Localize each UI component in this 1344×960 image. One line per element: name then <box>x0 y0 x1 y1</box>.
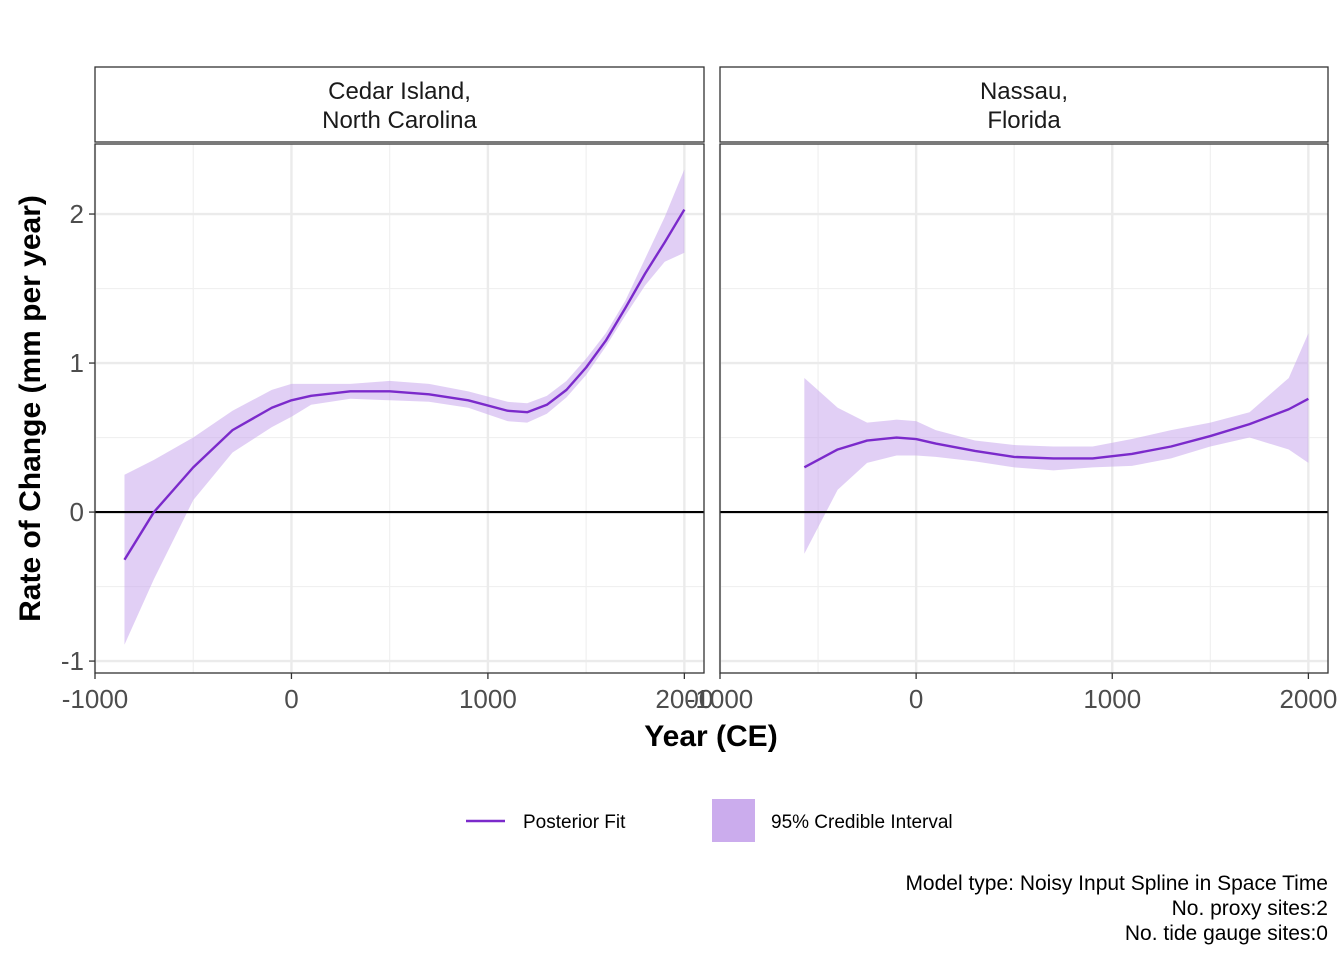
posterior-fit-line <box>803 397 1309 469</box>
panel-strip <box>719 66 1329 143</box>
y-tick-label: 0 <box>70 497 84 527</box>
legend: Posterior Fit 95% Credible Interval <box>466 799 953 842</box>
panel-title-line: North Carolina <box>322 107 477 134</box>
panel-title-line: Nassau, <box>980 78 1068 105</box>
panel-title-line: Cedar Island, <box>328 78 471 105</box>
x-tick-label: -1000 <box>687 684 754 714</box>
caption-line: No. proxy sites:2 <box>1172 897 1328 920</box>
panel-2: Nassau,Florida -1000 0 1000 2000 <box>687 66 1337 714</box>
panel-strip <box>94 66 705 143</box>
x-tick-label: 2000 <box>655 684 713 714</box>
panel-border <box>94 143 705 674</box>
posterior-fit-line <box>123 208 686 561</box>
y-axis-title: Rate of Change (mm per year) <box>14 195 47 622</box>
y-tick-label: 2 <box>70 199 84 229</box>
y-tick-label: -1 <box>61 646 84 676</box>
plot-background <box>95 144 704 673</box>
x-tick-label: 2000 <box>1279 684 1337 714</box>
x-tick-label: 1000 <box>1083 684 1141 714</box>
caption-line: No. tide gauge sites:0 <box>1125 922 1328 945</box>
x-tick-label: 0 <box>909 684 923 714</box>
panel-border <box>719 143 1329 674</box>
legend-label: 95% Credible Interval <box>771 812 953 833</box>
x-tick-label: -1000 <box>62 684 129 714</box>
caption: Model type: Noisy Input Spline in Space … <box>905 872 1328 945</box>
caption-line: Model type: Noisy Input Spline in Space … <box>905 872 1328 895</box>
x-tick-label: 0 <box>284 684 298 714</box>
panel-title-line: Florida <box>987 107 1061 134</box>
legend-band-key <box>712 799 755 842</box>
y-tick-label: 1 <box>70 348 84 378</box>
credible-interval-band <box>804 333 1309 554</box>
x-tick-label: 1000 <box>459 684 517 714</box>
x-axis-title: Year (CE) <box>644 720 777 753</box>
legend-label: Posterior Fit <box>523 812 626 833</box>
panel-1: Cedar Island,North Carolina -1000 0 1000 200… <box>61 66 713 714</box>
